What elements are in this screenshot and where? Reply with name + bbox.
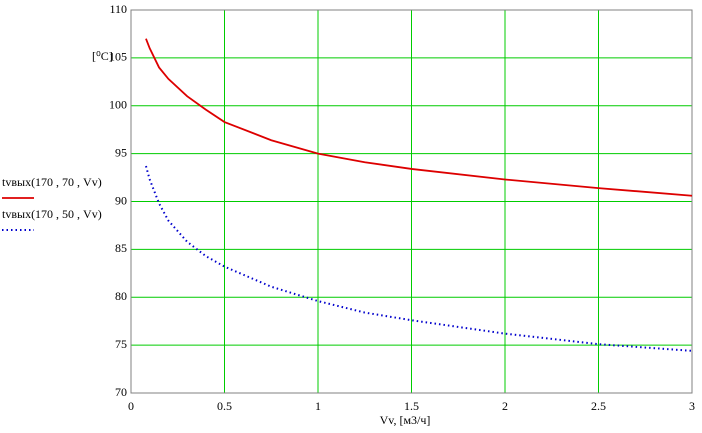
legend-label: tvвых(170 , 50 , Vv) bbox=[2, 207, 102, 221]
x-tick-label: 1 bbox=[315, 399, 321, 413]
y-tick-label: 70 bbox=[115, 385, 127, 399]
y-tick-label: 105 bbox=[109, 50, 127, 64]
y-tick-label: 90 bbox=[115, 193, 127, 207]
legend-label: tvвых(170 , 70 , Vv) bbox=[2, 175, 102, 189]
x-tick-label: 0 bbox=[128, 399, 134, 413]
x-tick-label: 2 bbox=[502, 399, 508, 413]
y-tick-label: 85 bbox=[115, 241, 127, 255]
x-axis-label: Vv, [м3/ч] bbox=[380, 413, 431, 427]
y-tick-label: 110 bbox=[109, 2, 127, 16]
line-series bbox=[145, 38, 693, 197]
x-tick-label: 1.5 bbox=[404, 399, 419, 413]
line-series bbox=[144, 165, 693, 352]
y-tick-label: 75 bbox=[115, 337, 127, 351]
y-tick-label: 80 bbox=[115, 289, 127, 303]
plot-frame bbox=[130, 9, 693, 394]
x-tick-label: 0.5 bbox=[217, 399, 232, 413]
x-tick-label: 2.5 bbox=[591, 399, 606, 413]
y-tick-label: 95 bbox=[115, 145, 127, 159]
y-axis-label: [⁰C] bbox=[92, 49, 113, 63]
x-tick-label: 3 bbox=[689, 399, 695, 413]
y-tick-label: 100 bbox=[109, 98, 127, 112]
